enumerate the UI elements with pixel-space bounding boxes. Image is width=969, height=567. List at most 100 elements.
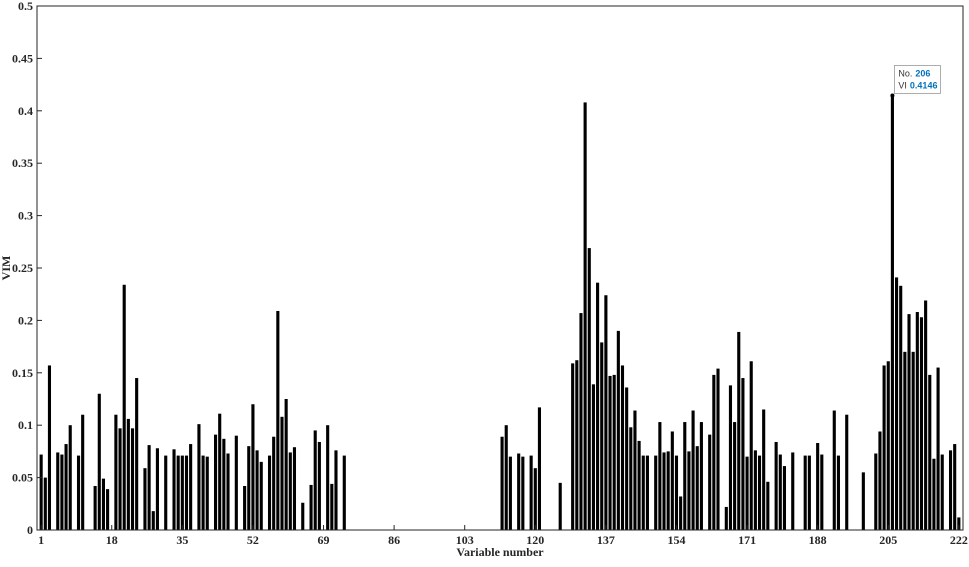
bar [733,422,737,530]
bar [558,482,562,530]
bar [64,444,68,530]
bar [712,374,716,530]
bar [878,431,882,530]
bar [126,418,130,530]
bar [716,368,720,530]
bar [317,441,321,530]
bar [741,378,745,530]
y-tick-label: 0.2 [18,313,33,327]
bar [247,446,251,530]
bar [803,455,807,530]
bar [757,455,762,530]
bar [774,441,778,530]
bar [267,455,272,530]
y-tick-label: 0.35 [12,156,33,170]
datatip-key: No. [898,68,912,78]
y-tick-label: 0.4 [18,104,33,118]
bar [637,440,641,530]
bar [778,454,782,530]
bar [907,314,911,530]
bar [172,449,176,530]
bar [164,455,168,530]
bar [56,452,60,530]
bar [533,468,537,530]
bar [845,414,849,530]
bar [629,427,633,530]
bar [886,361,890,530]
x-tick-label: 137 [597,533,615,547]
bar [633,410,637,530]
datatip-line: VI 0.4146 [898,80,937,90]
bar [753,450,757,530]
x-tick-label: 205 [879,533,897,547]
bar [222,438,226,530]
bar [641,455,645,530]
bar [604,295,608,530]
bar [699,422,703,530]
bar [919,317,924,530]
bar [645,455,649,530]
bar [575,360,579,530]
y-tick-label: 0.15 [12,366,33,380]
bar [500,436,504,530]
y-tick-label: 0.5 [18,0,33,13]
bar [81,414,85,530]
bar [911,351,915,530]
x-tick-label: 188 [809,533,827,547]
x-axis-label: Variable number [456,545,544,559]
bar [571,363,575,530]
bar [766,481,770,530]
y-axis-label: VIM [0,256,13,281]
y-tick-label: 0.45 [12,51,33,65]
bar [587,248,591,530]
bar [915,312,919,530]
bar [284,399,288,530]
bar [745,456,749,530]
x-tick-label: 69 [318,533,330,547]
bar [616,330,620,530]
bar [836,455,840,530]
x-tick-label: 18 [106,533,118,547]
bar [658,422,662,530]
bar [301,502,305,530]
bar [226,453,230,530]
bar [76,455,81,530]
x-tick-label: 35 [176,533,188,547]
bar [342,455,346,530]
bar [928,374,932,530]
bar [326,425,330,530]
y-tick-label: 0.25 [12,261,33,275]
datatip-box [894,65,941,94]
bar [151,511,155,530]
datatip-value: 206 [915,68,930,78]
bar [683,422,687,530]
y-tick-label: 0.05 [12,471,33,485]
bar [737,331,741,530]
bar [953,444,957,530]
datatip-key: VI [898,80,907,90]
bar [890,95,894,530]
bar [60,454,64,530]
bar [309,484,313,530]
bar [197,424,201,530]
bar [280,416,284,530]
bar [903,351,907,530]
bar [189,444,193,530]
x-tick-label: 52 [247,533,259,547]
bar [43,477,47,530]
bar [106,489,110,530]
bar [691,410,695,530]
x-tick-label: 120 [526,533,544,547]
y-tick-label: 0.1 [18,418,33,432]
bar [118,428,122,530]
bar [218,413,222,530]
y-tick-label: 0.3 [18,209,33,223]
bar [654,455,658,530]
bar [243,485,247,530]
bar [670,431,674,530]
datatip-value: 0.4146 [910,80,938,90]
bar [272,436,276,530]
bar [579,313,583,530]
bar [234,435,238,530]
datatip-line: No. 206 [898,68,930,78]
